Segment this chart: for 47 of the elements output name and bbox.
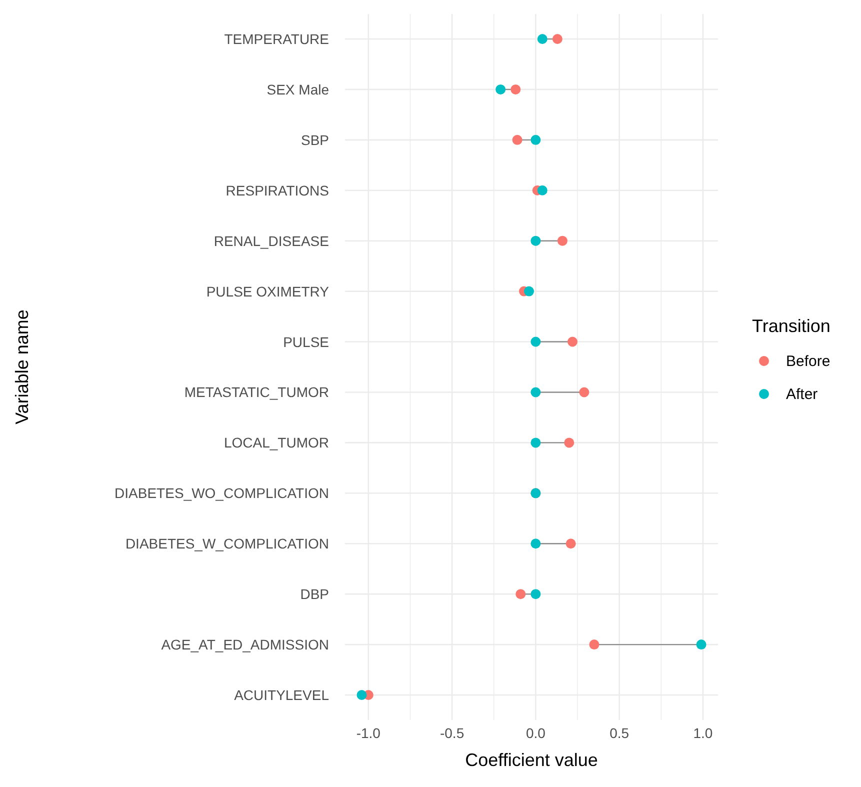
point bbox=[530, 438, 541, 448]
y-tick-label: DIABETES_W_COMPLICATION bbox=[125, 536, 329, 552]
legend-label: After bbox=[786, 386, 818, 403]
y-tick-label: RESPIRATIONS bbox=[226, 182, 329, 198]
point bbox=[579, 387, 590, 398]
point bbox=[589, 640, 600, 650]
point bbox=[564, 438, 574, 448]
x-tick-label: -1.0 bbox=[356, 725, 381, 741]
point bbox=[566, 538, 576, 549]
y-tick-label: TEMPERATURE bbox=[224, 31, 329, 47]
point bbox=[537, 34, 548, 44]
y-tick-label: AGE_AT_ED_ADMISSION bbox=[161, 636, 329, 653]
point bbox=[516, 589, 526, 600]
point bbox=[530, 589, 541, 600]
point bbox=[524, 286, 534, 296]
point bbox=[552, 34, 562, 44]
y-tick-label: SBP bbox=[300, 132, 329, 148]
y-axis-title: Variable name bbox=[12, 310, 32, 424]
point bbox=[530, 538, 541, 549]
point bbox=[537, 185, 548, 196]
y-tick-label: PULSE OXIMETRY bbox=[206, 283, 330, 300]
y-tick-label: ACUITYLEVEL bbox=[234, 687, 330, 703]
y-tick-label: DIABETES_WO_COMPLICATION bbox=[114, 485, 329, 502]
x-axis-title: Coefficient value bbox=[465, 750, 598, 770]
x-tick-label: 1.0 bbox=[693, 725, 713, 741]
point bbox=[512, 134, 522, 145]
point bbox=[696, 640, 706, 650]
point bbox=[356, 690, 367, 700]
point bbox=[530, 387, 541, 398]
point bbox=[567, 336, 578, 347]
x-tick-label: 0.5 bbox=[610, 725, 630, 741]
point bbox=[530, 134, 541, 145]
x-tick-label: 0.0 bbox=[526, 725, 546, 741]
point bbox=[496, 84, 506, 94]
point bbox=[530, 336, 541, 347]
y-tick-label: METASTATIC_TUMOR bbox=[184, 384, 329, 400]
y-tick-label: PULSE bbox=[283, 334, 329, 350]
point bbox=[530, 236, 541, 246]
x-tick-label: -0.5 bbox=[440, 725, 464, 741]
y-tick-label: RENAL_DISEASE bbox=[214, 232, 329, 249]
point bbox=[557, 236, 568, 246]
y-tick-label: DBP bbox=[300, 586, 329, 602]
legend-title: Transition bbox=[752, 316, 830, 336]
y-tick-label: SEX Male bbox=[266, 81, 330, 98]
y-tick-label: LOCAL_TUMOR bbox=[224, 434, 329, 451]
legend-label: Before bbox=[786, 353, 830, 370]
point bbox=[510, 84, 521, 94]
